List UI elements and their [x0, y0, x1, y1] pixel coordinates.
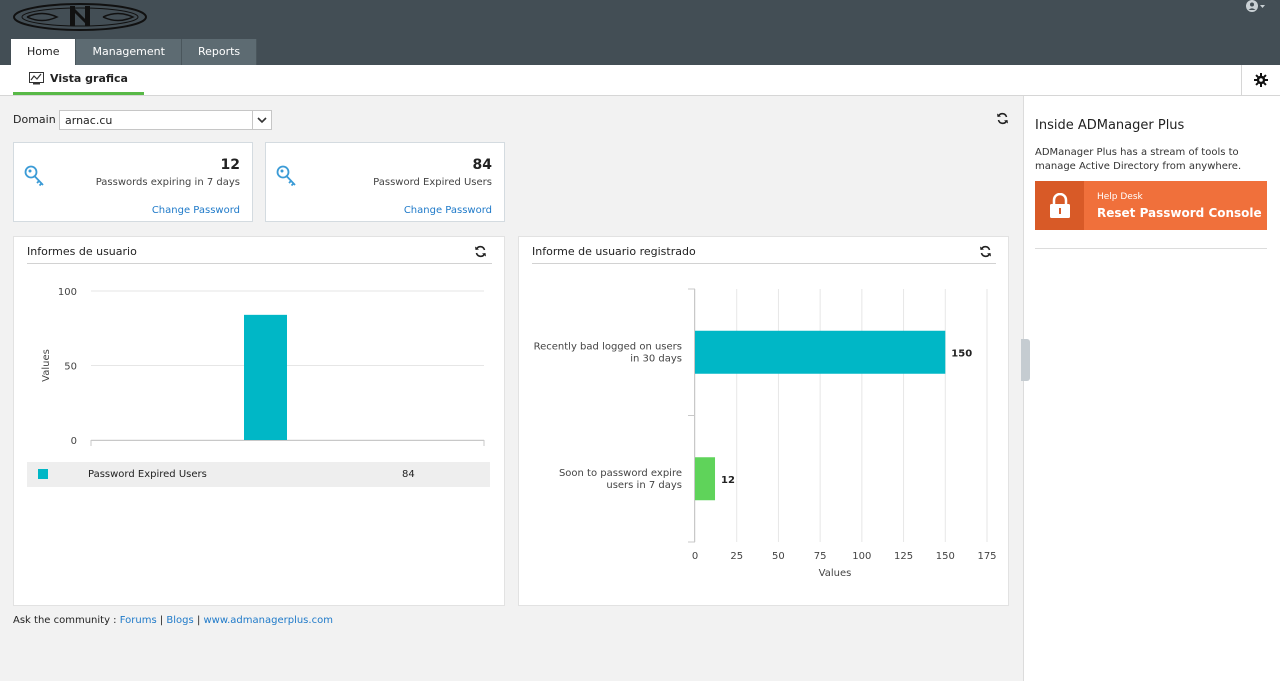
key-icon: [24, 165, 44, 187]
tab-management[interactable]: Management: [76, 39, 182, 65]
stat-card-expired: 84 Password Expired Users Change Passwor…: [265, 142, 505, 222]
sub-nav: Vista grafica: [0, 65, 1280, 96]
x-tick-label: 75: [814, 551, 827, 562]
legend-name: Password Expired Users: [88, 469, 207, 480]
reset-password-console-banner[interactable]: Help Desk Reset Password Console: [1035, 181, 1267, 230]
x-tick-label: 25: [730, 551, 743, 562]
x-tick-label: 175: [977, 551, 996, 562]
user-menu[interactable]: [1246, 0, 1266, 14]
category-label: Soon to password expire: [559, 468, 682, 479]
change-password-link[interactable]: Change Password: [151, 205, 240, 216]
legend-swatch: [38, 469, 48, 479]
settings-button[interactable]: [1241, 65, 1280, 95]
user-circle-icon: [1246, 0, 1265, 12]
x-tick-label: 150: [936, 551, 955, 562]
data-label: 150: [951, 348, 972, 359]
category-label: users in 7 days: [606, 480, 682, 491]
main-content: Domain arnac.cu 12 Passwords expiring in…: [0, 96, 1023, 681]
category-label: in 30 days: [630, 353, 682, 364]
x-tick-label: 50: [772, 551, 785, 562]
lock-icon: [1035, 181, 1084, 230]
legend-row: Password Expired Users 84: [27, 462, 490, 487]
panel-refresh-button[interactable]: [474, 245, 487, 261]
x-tick-label: 125: [894, 551, 913, 562]
banner-subtitle: Help Desk: [1097, 192, 1143, 202]
x-tick-label: 0: [692, 551, 698, 562]
bar: [244, 314, 287, 440]
panel-refresh-button[interactable]: [979, 245, 992, 261]
website-link[interactable]: www.admanagerplus.com: [203, 615, 333, 626]
data-label: 12: [721, 475, 735, 486]
stat-value: 12: [220, 157, 240, 173]
stat-description: Passwords expiring in 7 days: [95, 177, 240, 188]
stat-description: Password Expired Users: [373, 177, 492, 188]
footer-prefix: Ask the community :: [13, 615, 117, 626]
top-bar: Home Management Reports: [0, 0, 1280, 65]
y-tick-label: 100: [58, 287, 77, 298]
y-tick-label: 0: [71, 436, 77, 447]
refresh-icon: [475, 245, 486, 258]
tab-reports[interactable]: Reports: [181, 39, 258, 65]
footer: Ask the community : Forums | Blogs | www…: [13, 615, 333, 626]
sidebar-divider: [1035, 248, 1267, 249]
hbar-chart-registered-users: 0 25 50 75 100 125 150 175 150 Recently bad logge…: [534, 288, 997, 579]
y-tick-label: 50: [64, 362, 77, 373]
tab-vista-grafica-label: Vista grafica: [50, 72, 128, 85]
panel-title: Informe de usuario registrado: [532, 245, 696, 258]
forums-link[interactable]: Forums: [119, 615, 157, 626]
right-sidebar: Inside ADManager Plus ADManager Plus has…: [1023, 96, 1280, 681]
domain-value: arnac.cu: [65, 113, 113, 127]
panel-title: Informes de usuario: [27, 245, 137, 258]
panel-divider: [27, 263, 492, 264]
tab-vista-grafica[interactable]: Vista grafica: [13, 65, 144, 95]
blogs-link[interactable]: Blogs: [166, 615, 194, 626]
y-axis-label: Values: [41, 349, 52, 382]
gear-icon: [1254, 73, 1268, 87]
refresh-icon: [997, 112, 1008, 125]
footer-separator: |: [159, 615, 164, 626]
panel-informes-usuario: Informes de usuario 0 50 100 Values Passwor…: [13, 236, 505, 606]
refresh-icon: [980, 245, 991, 258]
logo: [12, 2, 148, 32]
stat-value: 84: [472, 157, 492, 173]
chart-line-icon: [29, 72, 44, 85]
sidebar-text: ADManager Plus has a stream of tools to …: [1035, 147, 1242, 172]
tab-home[interactable]: Home: [11, 39, 77, 65]
banner-title: Reset Password Console: [1097, 206, 1262, 220]
sidebar-title: Inside ADManager Plus: [1035, 118, 1185, 133]
legend-value: 84: [402, 469, 415, 480]
refresh-button[interactable]: [996, 112, 1009, 128]
domain-label: Domain: [13, 113, 56, 126]
bar: [695, 457, 716, 501]
key-icon: [276, 165, 296, 187]
footer-separator: |: [196, 615, 201, 626]
domain-select[interactable]: arnac.cu: [59, 110, 272, 130]
x-tick-label: 100: [852, 551, 871, 562]
panel-divider: [532, 263, 996, 264]
bar: [695, 330, 946, 374]
chevron-down-icon: [252, 111, 271, 129]
bar-chart-user-reports: 0 50 100 Values: [41, 287, 485, 447]
change-password-link[interactable]: Change Password: [403, 205, 492, 216]
main-tabs: Home Management Reports: [11, 39, 258, 65]
x-axis-label: Values: [819, 568, 852, 579]
stat-card-expiring: 12 Passwords expiring in 7 days Change P…: [13, 142, 253, 222]
sidebar-collapse-handle[interactable]: [1021, 339, 1030, 381]
category-label: Recently bad logged on users: [534, 341, 682, 352]
panel-informe-usuario-registrado: Informe de usuario registrado 0 25 50 75 100…: [518, 236, 1009, 606]
